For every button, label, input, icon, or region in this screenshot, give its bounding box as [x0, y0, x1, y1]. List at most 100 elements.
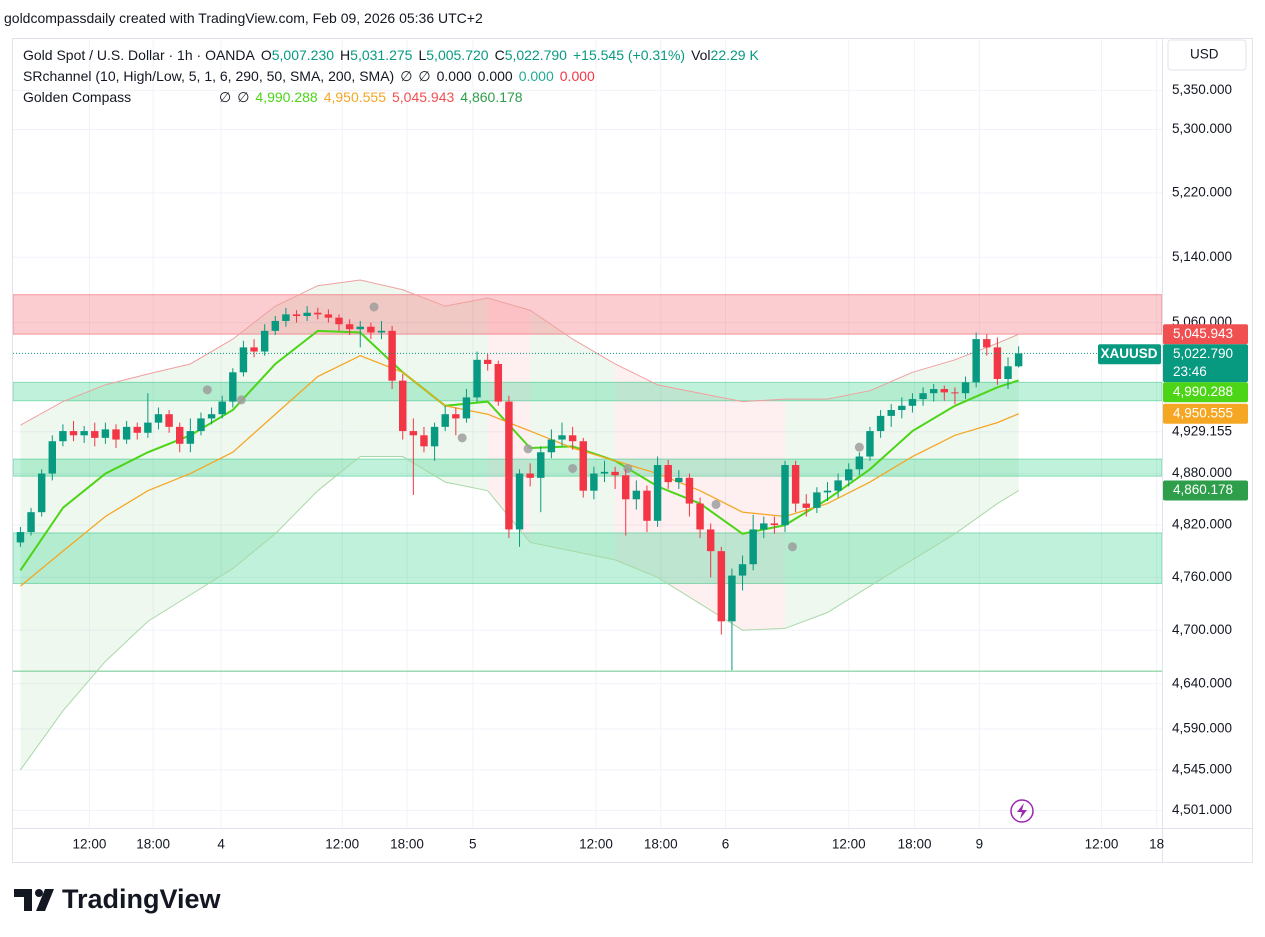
candle-body [154, 414, 163, 423]
candle-body [1014, 353, 1023, 367]
candle-body [218, 401, 226, 415]
indicator-line [20, 354, 1019, 587]
currency: USD [1190, 47, 1219, 62]
candle-body [791, 465, 800, 504]
candle-body [632, 490, 641, 500]
legend-item: 4,860.178 [460, 89, 523, 105]
candle-body [197, 418, 205, 432]
candle-body [568, 435, 577, 442]
band-fill [62, 384, 106, 711]
legend-item: 0.000 [477, 68, 513, 84]
candle-body [866, 431, 874, 457]
candle-body [80, 431, 88, 436]
candle-body [16, 532, 25, 543]
y-tick-label: 4,640.000 [1172, 675, 1232, 690]
candle-body [133, 426, 141, 433]
candle-body [314, 312, 322, 315]
alert-icon[interactable] [1010, 799, 1034, 823]
y-tick-label: 4,700.000 [1172, 622, 1232, 637]
candle-body [335, 317, 343, 325]
candle-body [961, 382, 970, 394]
legend-item: 5,031.275 [350, 47, 413, 63]
frame [12, 38, 1253, 863]
candle-body [409, 431, 418, 436]
legend-item: ∅ [237, 89, 250, 105]
legend-item: L [418, 47, 427, 63]
candle-body [473, 359, 481, 398]
y-tick-label: 5,300.000 [1172, 121, 1232, 136]
candle-body [685, 477, 694, 504]
candle-body [834, 480, 842, 491]
candle-body [728, 575, 736, 622]
band-fill [912, 359, 955, 560]
legend-item: ∅ [219, 89, 232, 105]
y-tick-label: 5,350.000 [1172, 82, 1232, 97]
legend-item: +15.545 (+0.31%) [572, 47, 686, 63]
legend-row: Golden Compass ∅ ∅ 4,990.288 4,950.555 5,045.… [23, 87, 765, 108]
candle-body [176, 426, 184, 444]
legend-item: 0.000 [559, 68, 595, 84]
candle-body [1004, 366, 1012, 379]
candle-body [27, 512, 35, 533]
sr-zone [13, 458, 1162, 477]
candle-body [441, 414, 449, 427]
legend-item: 4,990.288 [255, 89, 318, 105]
candle-body [781, 465, 789, 526]
candle-body [802, 503, 810, 508]
candle-body [59, 431, 67, 442]
candle-body [760, 523, 768, 530]
logo-mark [14, 889, 54, 911]
candle-body [579, 441, 587, 491]
candle-body [260, 330, 269, 352]
candle-body [324, 314, 333, 318]
candle-body [91, 431, 99, 438]
x-tick-label: 12:00 [832, 837, 866, 852]
legend-item: 5,045.943 [392, 89, 455, 105]
candle-body [69, 431, 78, 436]
x-tick-label: 6 [722, 837, 730, 852]
legend-item: 5,007.230 [271, 47, 335, 63]
candle-body [377, 330, 386, 333]
legend-item: C [494, 47, 505, 63]
candle-body [653, 465, 662, 521]
candle-body [239, 347, 248, 373]
candle-body [600, 471, 609, 474]
signal-dot [457, 433, 467, 443]
sr-zone [13, 381, 1162, 402]
candle-body [622, 475, 630, 500]
candle-body [675, 477, 683, 483]
candle-body [48, 441, 57, 474]
symbol-tag [1098, 344, 1161, 365]
legend-item: ∅ [418, 68, 431, 84]
candle-body [505, 401, 513, 530]
x-tick-label: 12:00 [1085, 837, 1119, 852]
candle-body [855, 456, 864, 470]
candle-body [462, 397, 471, 419]
candle-body [951, 392, 959, 394]
candle-body [250, 347, 258, 352]
legend-item: 22.29 K [710, 47, 759, 63]
x-tick-label: 12:00 [579, 837, 613, 852]
candle-body [356, 326, 364, 330]
y-tick-label: 4,545.000 [1172, 762, 1232, 777]
candle-body [388, 330, 396, 381]
legend-item: 0.000 [436, 68, 472, 84]
countdown: 23:46 [1173, 364, 1207, 379]
y-tick-label: 5,140.000 [1172, 249, 1232, 264]
band-fill [275, 285, 318, 534]
currency-button[interactable] [1167, 39, 1247, 71]
band-fill [572, 339, 616, 560]
symbol-label: XAUUSD [1100, 346, 1157, 361]
x-tick-label: 5 [469, 837, 477, 852]
signal-dot [202, 385, 212, 395]
candle-body [303, 312, 311, 317]
y-tick-label: 4,501.000 [1172, 802, 1232, 817]
candle-body [929, 389, 938, 394]
legend-item: Gold Spot / U.S. Dollar · 1h · OANDA [23, 47, 255, 63]
legend-item: 5,005.720 [426, 47, 489, 63]
price-tag-label: 4,950.555 [1173, 405, 1233, 420]
candle-body [37, 473, 46, 513]
credit: goldcompassdaily created with TradingVie… [4, 10, 483, 26]
signal-dot [854, 442, 864, 452]
